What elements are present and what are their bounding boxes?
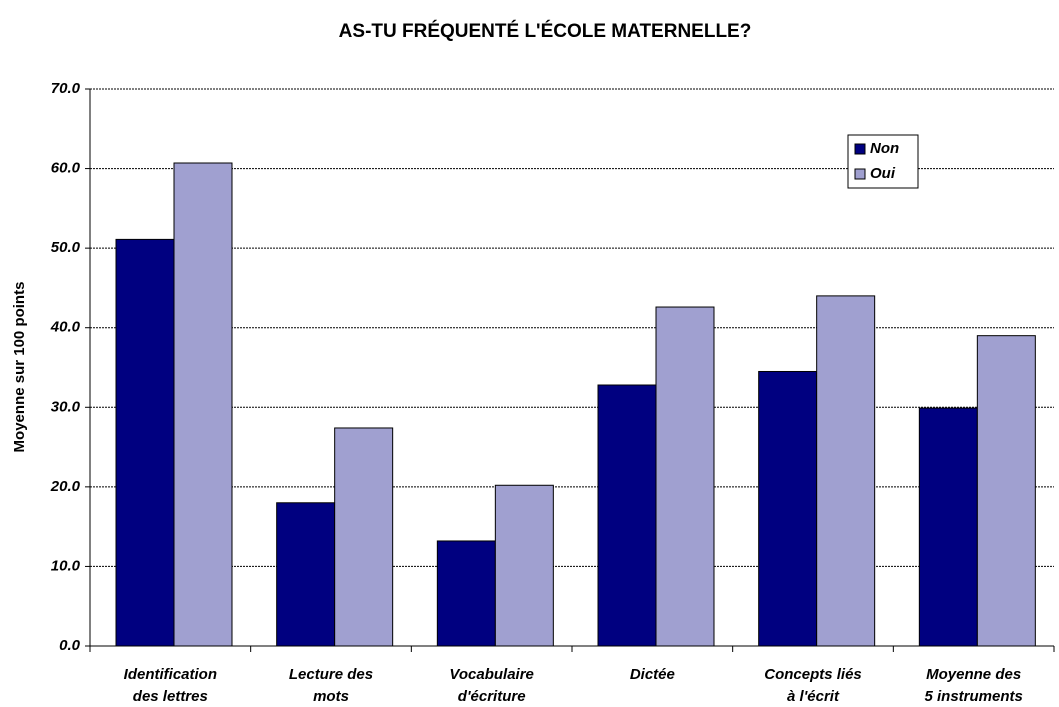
x-tick-label: Concepts liés: [764, 666, 862, 683]
x-tick-label: Moyenne des: [926, 666, 1021, 683]
y-tick-label: 30.0: [51, 398, 81, 415]
chart-title: AS-TU FRÉQUENTÉ L'ÉCOLE MATERNELLE?: [339, 20, 752, 42]
y-tick-label: 50.0: [51, 239, 81, 256]
legend-swatch: [854, 168, 866, 180]
x-tick-label: des lettres: [133, 688, 208, 705]
bar: [436, 540, 496, 647]
y-axis-label: Moyenne sur 100 points: [11, 282, 28, 453]
bar: [115, 238, 175, 647]
y-tick-label: 40.0: [50, 319, 81, 336]
bar: [597, 384, 657, 647]
bar: [816, 295, 876, 647]
y-tick-label: 20.0: [50, 478, 81, 495]
legend-label: Non: [870, 140, 899, 157]
x-tick-label: Vocabulaire: [449, 666, 533, 683]
bar: [655, 306, 715, 647]
bar: [758, 370, 818, 647]
legend-label: Oui: [870, 165, 896, 182]
x-tick-label: 5 instruments: [924, 688, 1022, 705]
x-tick-label: mots: [313, 688, 349, 705]
bar: [276, 502, 336, 647]
bar: [173, 162, 233, 647]
x-tick-label: à l'écrit: [787, 688, 840, 705]
x-tick-label: d'écriture: [458, 688, 526, 705]
y-tick-label: 60.0: [51, 160, 81, 177]
x-tick-label: Dictée: [630, 666, 675, 683]
bar: [494, 484, 554, 647]
legend-swatch: [854, 143, 866, 155]
bar: [918, 407, 978, 647]
bar: [334, 427, 394, 647]
y-tick-label: 70.0: [51, 80, 81, 97]
y-tick-label: 0.0: [59, 637, 81, 654]
x-tick-label: Identification: [124, 666, 217, 683]
bar: [976, 335, 1036, 647]
x-tick-label: Lecture des: [289, 666, 373, 683]
y-tick-label: 10.0: [51, 557, 81, 574]
